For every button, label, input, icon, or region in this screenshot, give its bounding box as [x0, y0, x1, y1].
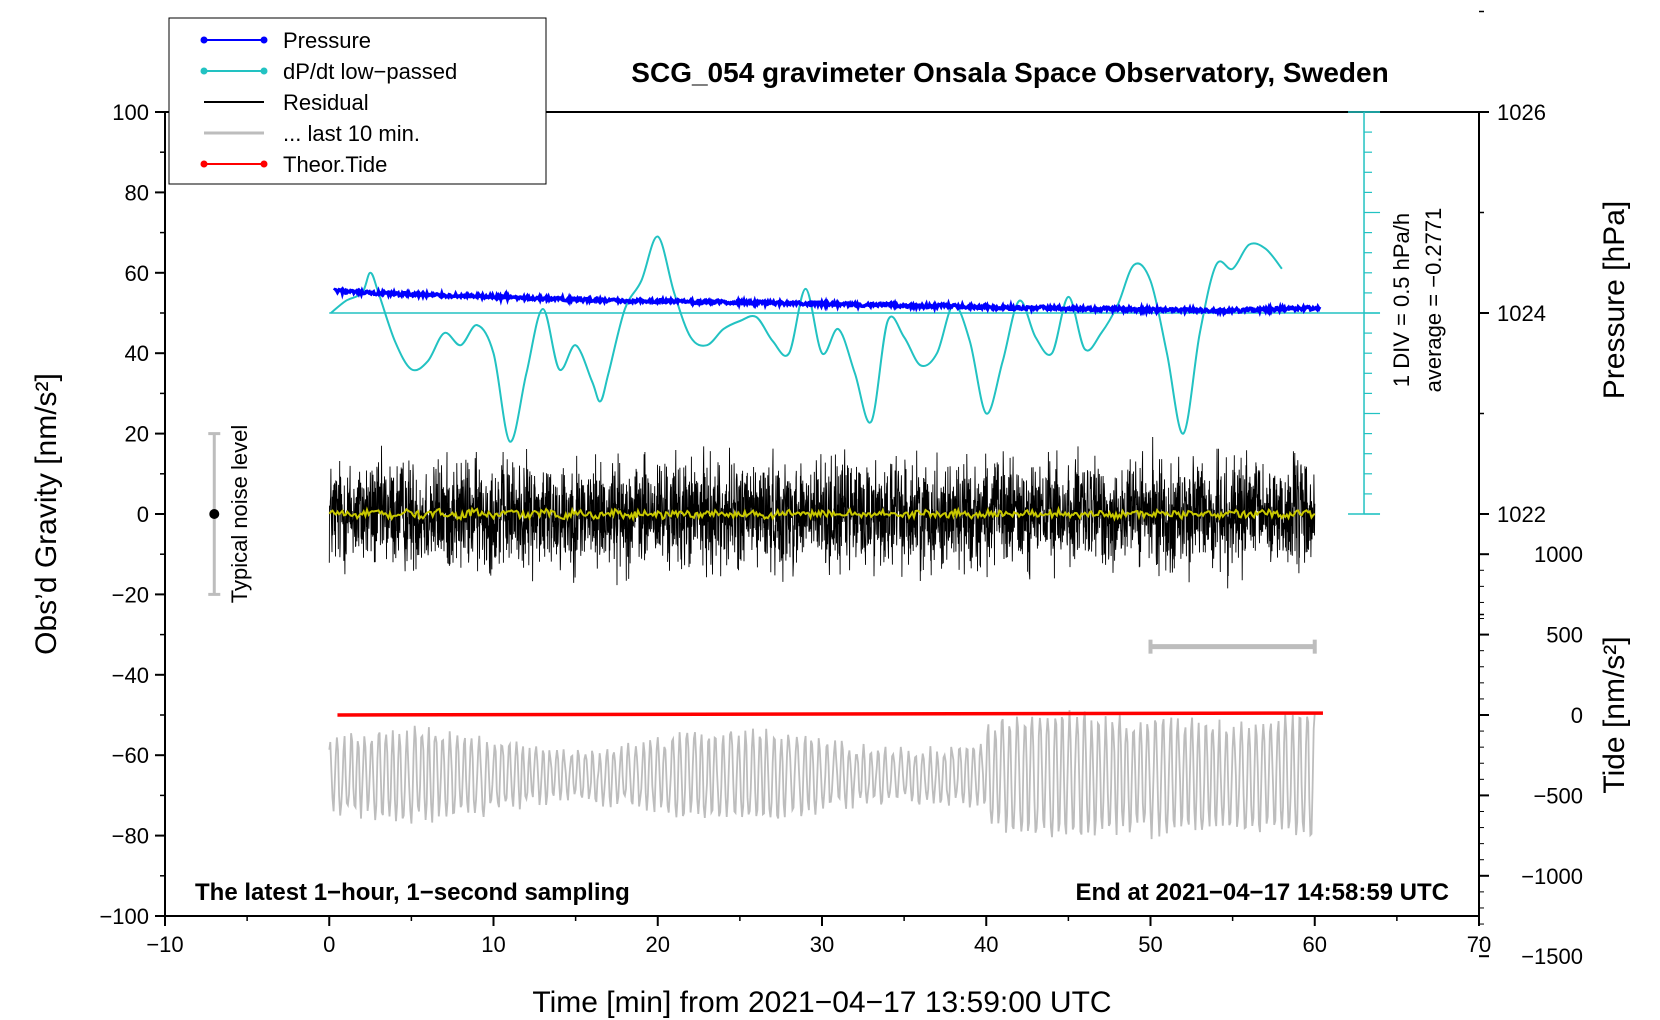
- tide-tick-label: 1000: [1534, 542, 1583, 567]
- legend-marker: [200, 160, 208, 168]
- x-tick-label: 0: [323, 932, 335, 957]
- legend-label: ... last 10 min.: [283, 121, 420, 146]
- x-tick-label: 10: [481, 932, 505, 957]
- plot-marks-layer: −10 0 10 20 30 40 50 60 70100806040200−20−40−60−…: [99, 10, 1583, 969]
- legend-marker: [260, 36, 268, 44]
- x-axis-label: Time [min] from 2021−04−17 13:59:00 UTC: [532, 986, 1111, 1019]
- legend: Pressure dP/dt low−passed Residual ... last…: [168, 17, 547, 185]
- pressure-tick-label: 1022: [1497, 502, 1546, 527]
- legend-label: Residual: [283, 90, 369, 115]
- dpdt-scale-div-label: 1 DIV = 0.5 hPa/h: [1389, 213, 1414, 387]
- tide-tick-label: −1500: [1521, 944, 1583, 969]
- pressure-series-line: [332, 286, 1322, 318]
- legend-marker: [260, 160, 268, 168]
- legend-box: [168, 17, 547, 185]
- last-10-min-series-line: [328, 710, 1316, 840]
- y-tick-label: 60: [125, 261, 149, 286]
- y-tick-label: 20: [125, 422, 149, 447]
- legend-marker: [200, 67, 208, 75]
- y-axis-label-pressure: Pressure [hPa]: [1598, 201, 1631, 399]
- tide-tick-label: 0: [1571, 703, 1583, 728]
- x-tick-label: 20: [646, 932, 670, 957]
- theor-tide-series-line: [337, 711, 1323, 717]
- x-tick-label: 70: [1467, 932, 1491, 957]
- legend-label: Pressure: [283, 28, 371, 53]
- y-tick-label: 40: [125, 341, 149, 366]
- legend-label: Theor.Tide: [283, 152, 387, 177]
- pressure-tick-label: 1026: [1497, 100, 1546, 125]
- chart-title: SCG_054 gravimeter Onsala Space Observat…: [631, 57, 1388, 88]
- y-tick-label: −100: [99, 904, 149, 929]
- tide-tick-label: −1000: [1521, 864, 1583, 889]
- legend-entries: Pressure dP/dt low−passed Residual ... last…: [200, 28, 457, 177]
- x-tick-label: 40: [974, 932, 998, 957]
- y-tick-label: −40: [112, 663, 149, 688]
- legend-marker: [260, 67, 268, 75]
- dpdt-scale-average-label: average = −0.2771: [1421, 208, 1446, 393]
- y-tick-label: 100: [112, 100, 149, 125]
- y-axis-label-tide: Tide [nm/s²]: [1598, 636, 1631, 793]
- y-tick-label: 80: [125, 180, 149, 205]
- tide-tick-label: −500: [1533, 783, 1583, 808]
- footer-right: End at 2021−04−17 14:58:59 UTC: [1075, 879, 1449, 906]
- y-tick-label: 0: [137, 502, 149, 527]
- legend-label: dP/dt low−passed: [283, 59, 457, 84]
- y-tick-label: −20: [112, 582, 149, 607]
- y-tick-label: −80: [112, 824, 149, 849]
- noise-level-label: Typical noise level: [227, 425, 252, 604]
- x-tick-label: −10: [146, 932, 183, 957]
- x-tick-label: 60: [1303, 932, 1327, 957]
- pressure-tick-label: 1024: [1497, 301, 1546, 326]
- x-tick-label: 50: [1138, 932, 1162, 957]
- residual-smoothed-line: [328, 505, 1316, 523]
- legend-marker: [200, 36, 208, 44]
- y-axis-label-left: Obs’d Gravity [nm/s²]: [30, 373, 63, 655]
- x-tick-label: 30: [810, 932, 834, 957]
- tide-tick-label: 500: [1546, 623, 1583, 648]
- y-tick-label: −60: [112, 743, 149, 768]
- noise-level-center-dot: [209, 509, 220, 519]
- dpdt-series-line: [330, 235, 1283, 443]
- footer-left: The latest 1−hour, 1−second sampling: [195, 879, 630, 906]
